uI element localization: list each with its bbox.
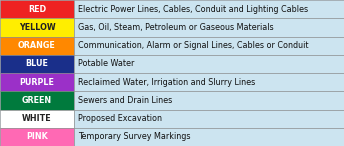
Text: PURPLE: PURPLE [20, 78, 54, 87]
Bar [74, 0, 344, 18]
Bar [74, 91, 344, 110]
Text: Temporary Survey Markings: Temporary Survey Markings [78, 132, 191, 141]
Text: PINK: PINK [26, 132, 48, 141]
Text: RED: RED [28, 5, 46, 14]
Text: Gas, Oil, Steam, Petroleum or Gaseous Materials: Gas, Oil, Steam, Petroleum or Gaseous Ma… [78, 23, 273, 32]
Bar [0, 91, 74, 110]
Text: ORANGE: ORANGE [18, 41, 56, 50]
Bar [0, 55, 74, 73]
Bar [74, 36, 344, 55]
Bar [74, 128, 344, 146]
Text: Potable Water: Potable Water [78, 59, 135, 68]
Text: YELLOW: YELLOW [19, 23, 55, 32]
Text: BLUE: BLUE [25, 59, 49, 68]
Bar [0, 110, 74, 128]
Bar [0, 36, 74, 55]
Text: Sewers and Drain Lines: Sewers and Drain Lines [78, 96, 172, 105]
Text: WHITE: WHITE [22, 114, 52, 123]
Text: Communication, Alarm or Signal Lines, Cables or Conduit: Communication, Alarm or Signal Lines, Ca… [78, 41, 309, 50]
Bar [74, 18, 344, 36]
Bar [0, 18, 74, 36]
Text: Proposed Excavation: Proposed Excavation [78, 114, 162, 123]
Bar [74, 110, 344, 128]
Bar [0, 0, 74, 18]
Bar [74, 55, 344, 73]
Text: GREEN: GREEN [22, 96, 52, 105]
Text: Electric Power Lines, Cables, Conduit and Lighting Cables: Electric Power Lines, Cables, Conduit an… [78, 5, 308, 14]
Text: Reclaimed Water, Irrigation and Slurry Lines: Reclaimed Water, Irrigation and Slurry L… [78, 78, 255, 87]
Bar [74, 73, 344, 91]
Bar [0, 73, 74, 91]
Bar [0, 128, 74, 146]
